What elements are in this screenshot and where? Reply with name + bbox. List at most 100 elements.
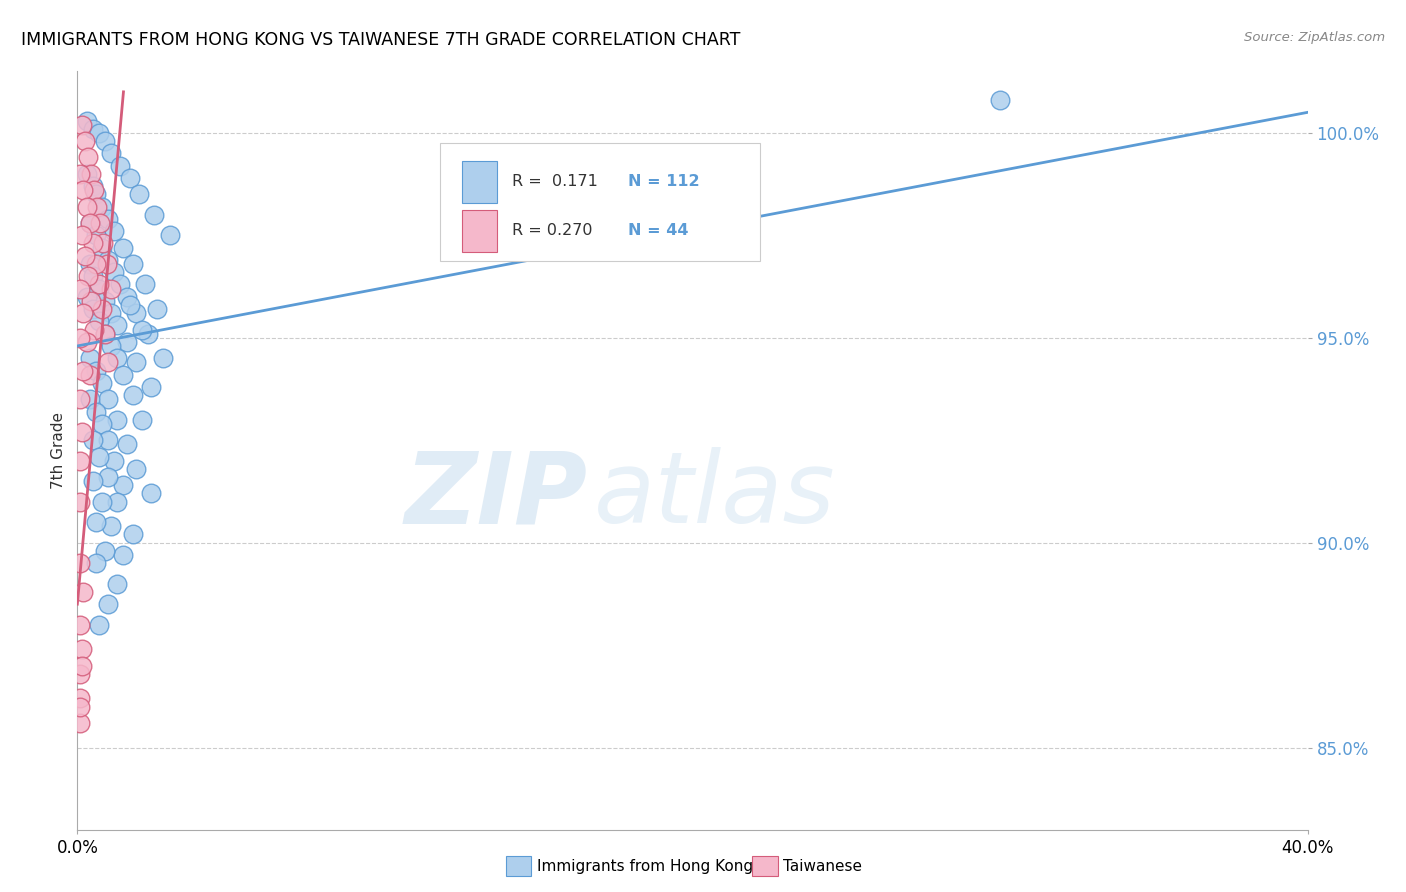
Point xyxy=(97,355,120,369)
Point xyxy=(105,413,128,427)
Point xyxy=(79,368,101,382)
Point xyxy=(72,306,94,320)
Point xyxy=(115,437,138,451)
Point xyxy=(136,326,159,341)
Point xyxy=(76,334,98,349)
Point xyxy=(94,326,117,341)
Point xyxy=(84,404,107,418)
Point xyxy=(70,228,93,243)
Point xyxy=(131,322,153,336)
Point xyxy=(121,257,143,271)
Point xyxy=(96,257,118,271)
Text: Immigrants from Hong Kong: Immigrants from Hong Kong xyxy=(537,859,754,873)
Point xyxy=(84,515,107,529)
Point xyxy=(69,167,91,181)
Point xyxy=(94,544,117,558)
Point xyxy=(90,417,114,431)
Point xyxy=(70,425,93,439)
Point xyxy=(76,167,98,181)
Point xyxy=(112,241,135,255)
Point xyxy=(94,293,117,308)
Point xyxy=(87,617,110,632)
Point xyxy=(90,301,114,316)
Point xyxy=(118,298,141,312)
Point xyxy=(69,494,91,508)
Point xyxy=(72,363,94,377)
Point xyxy=(90,241,114,255)
Point xyxy=(100,282,122,296)
Text: R = 0.270: R = 0.270 xyxy=(512,223,592,238)
Point xyxy=(77,269,100,284)
Point xyxy=(87,450,110,464)
Point xyxy=(125,462,148,476)
Point xyxy=(84,363,107,377)
Point xyxy=(76,113,98,128)
Point xyxy=(143,208,166,222)
Point xyxy=(110,277,132,292)
Point xyxy=(79,351,101,366)
Point xyxy=(988,93,1011,107)
Point xyxy=(84,556,107,570)
Point xyxy=(84,257,107,271)
Point xyxy=(141,380,163,394)
Point xyxy=(79,216,101,230)
Point xyxy=(146,301,169,316)
Point xyxy=(69,617,91,632)
Point xyxy=(97,392,120,407)
Text: N = 44: N = 44 xyxy=(628,223,689,238)
Point xyxy=(110,159,132,173)
Point xyxy=(69,282,91,296)
FancyBboxPatch shape xyxy=(440,144,761,260)
Point xyxy=(112,368,135,382)
Point xyxy=(121,388,143,402)
Point xyxy=(87,314,110,328)
Text: IMMIGRANTS FROM HONG KONG VS TAIWANESE 7TH GRADE CORRELATION CHART: IMMIGRANTS FROM HONG KONG VS TAIWANESE 7… xyxy=(21,31,741,49)
Point xyxy=(94,326,117,341)
Point xyxy=(141,486,163,500)
Point xyxy=(105,351,128,366)
Point xyxy=(69,331,91,345)
Point xyxy=(77,150,100,164)
Text: Taiwanese: Taiwanese xyxy=(783,859,862,873)
Point xyxy=(103,453,125,467)
Point xyxy=(97,252,120,267)
Point xyxy=(69,691,91,706)
Point xyxy=(82,434,104,448)
Point xyxy=(97,470,120,484)
Bar xyxy=(463,210,496,252)
Point xyxy=(97,597,120,611)
Point xyxy=(72,183,94,197)
Point xyxy=(131,413,153,427)
Point xyxy=(82,179,104,194)
Point xyxy=(82,236,104,251)
Text: Source: ZipAtlas.com: Source: ZipAtlas.com xyxy=(1244,31,1385,45)
Point xyxy=(79,257,101,271)
Point xyxy=(80,167,103,181)
Point xyxy=(115,290,138,304)
Y-axis label: 7th Grade: 7th Grade xyxy=(51,412,66,489)
Point xyxy=(90,200,114,214)
Point xyxy=(103,265,125,279)
Point xyxy=(73,249,96,263)
Point xyxy=(115,334,138,349)
Point xyxy=(97,211,120,226)
Text: ZIP: ZIP xyxy=(405,448,588,544)
Point xyxy=(93,236,115,251)
Point xyxy=(100,306,122,320)
Point xyxy=(89,216,111,230)
Point xyxy=(70,658,93,673)
Point xyxy=(84,187,107,202)
Point xyxy=(90,494,114,508)
Point xyxy=(69,716,91,731)
Point xyxy=(159,228,181,243)
Point xyxy=(125,306,148,320)
Point xyxy=(94,134,117,148)
Point xyxy=(103,224,125,238)
Point xyxy=(76,290,98,304)
Point xyxy=(97,434,120,448)
Point xyxy=(87,126,110,140)
Point xyxy=(112,478,135,492)
Text: N = 112: N = 112 xyxy=(628,174,700,189)
Point xyxy=(80,293,103,308)
Point xyxy=(118,170,141,185)
